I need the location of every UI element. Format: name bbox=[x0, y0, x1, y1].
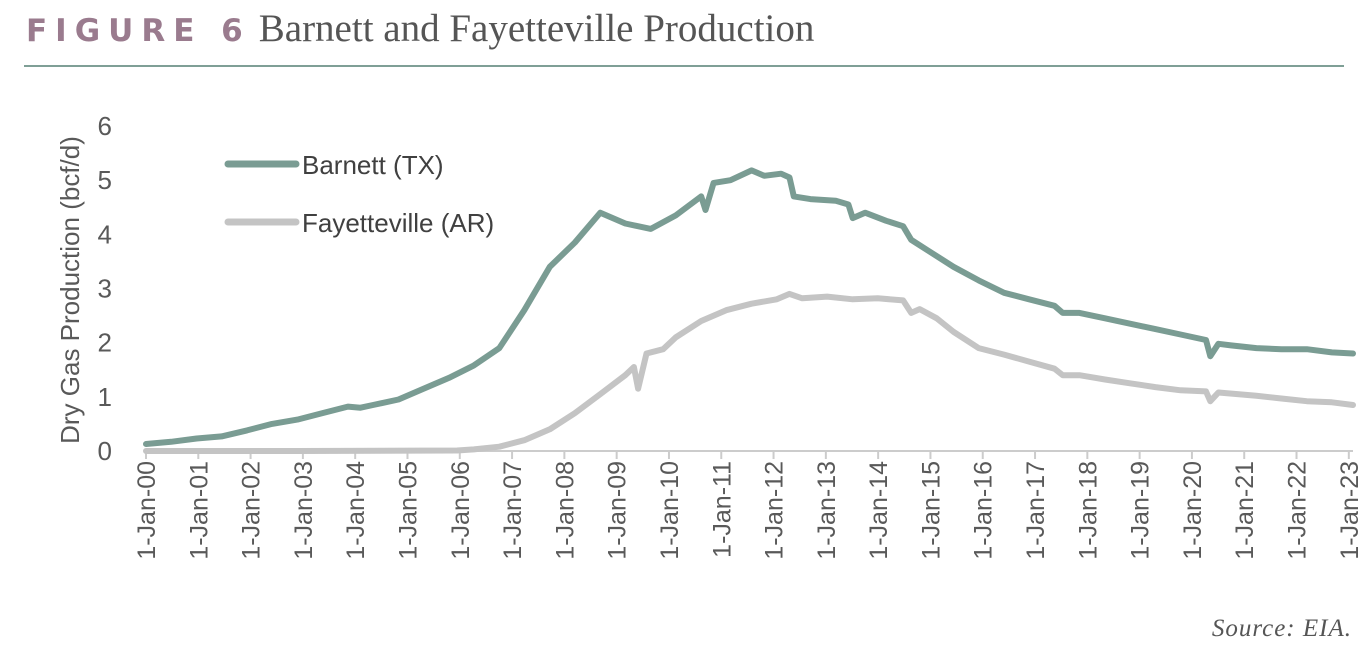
y-tick-label: 6 bbox=[98, 111, 112, 141]
legend-label-fayetteville: Fayetteville (AR) bbox=[302, 208, 494, 238]
source-note: Source: EIA. bbox=[1211, 615, 1352, 642]
y-axis-ticks: 0 1 2 3 4 5 6 bbox=[98, 111, 112, 466]
x-axis-ticks: 1-Jan-00 1-Jan-01 1-Jan-02 1-Jan-03 1-Jan-04… bbox=[133, 451, 1364, 560]
x-tick-label: 1-Jan-05 bbox=[394, 461, 422, 560]
x-tick-label: 1-Jan-04 bbox=[342, 461, 370, 560]
x-tick-label: 1-Jan-17 bbox=[1022, 461, 1050, 560]
series-line-fayetteville bbox=[143, 290, 1356, 454]
x-tick-label: 1-Jan-16 bbox=[970, 461, 998, 560]
y-tick-label: 5 bbox=[98, 165, 112, 195]
x-tick-label: 1-Jan-03 bbox=[290, 461, 318, 560]
y-tick-label: 0 bbox=[98, 436, 112, 466]
legend-label-barnett: Barnett (TX) bbox=[302, 150, 444, 180]
x-tick-label: 1-Jan-07 bbox=[499, 461, 527, 560]
x-tick-label: 1-Jan-12 bbox=[761, 461, 789, 560]
x-tick-label: 1-Jan-08 bbox=[551, 461, 579, 560]
y-tick-label: 1 bbox=[98, 382, 112, 412]
x-tick-label: 1-Jan-09 bbox=[604, 461, 632, 560]
x-tick-label: 1-Jan-10 bbox=[656, 461, 684, 560]
x-tick-label: 1-Jan-13 bbox=[813, 461, 841, 560]
legend: Barnett (TX) Fayetteville (AR) bbox=[224, 150, 494, 238]
y-tick-label: 4 bbox=[98, 219, 112, 249]
x-tick-label: 1-Jan-20 bbox=[1179, 461, 1207, 560]
x-tick-label: 1-Jan-22 bbox=[1284, 461, 1312, 560]
x-tick-label: 1-Jan-18 bbox=[1074, 461, 1102, 560]
y-axis-label: Dry Gas Production (bcf/d) bbox=[55, 136, 85, 444]
x-tick-label: 1-Jan-11 bbox=[708, 461, 736, 558]
series-line-barnett bbox=[143, 167, 1356, 447]
x-tick-label: 1-Jan-02 bbox=[238, 461, 266, 560]
x-tick-label: 1-Jan-06 bbox=[447, 461, 475, 560]
x-tick-label: 1-Jan-23 bbox=[1336, 461, 1364, 560]
header-divider bbox=[24, 65, 1344, 67]
x-tick-label: 1-Jan-00 bbox=[133, 461, 161, 560]
x-tick-label: 1-Jan-14 bbox=[865, 461, 893, 560]
x-tick-label: 1-Jan-19 bbox=[1127, 461, 1155, 560]
figure-label: FIGURE 6 bbox=[26, 13, 251, 49]
x-tick-label: 1-Jan-15 bbox=[917, 461, 945, 560]
series-lines bbox=[143, 167, 1356, 454]
y-tick-label: 2 bbox=[98, 328, 112, 358]
figure-header: FIGURE 6 Barnett and Fayetteville Produc… bbox=[26, 6, 814, 56]
x-tick-label: 1-Jan-21 bbox=[1231, 461, 1259, 560]
x-tick-label: 1-Jan-01 bbox=[185, 461, 213, 560]
y-tick-label: 3 bbox=[98, 274, 112, 304]
figure-title: Barnett and Fayetteville Production bbox=[258, 7, 815, 50]
